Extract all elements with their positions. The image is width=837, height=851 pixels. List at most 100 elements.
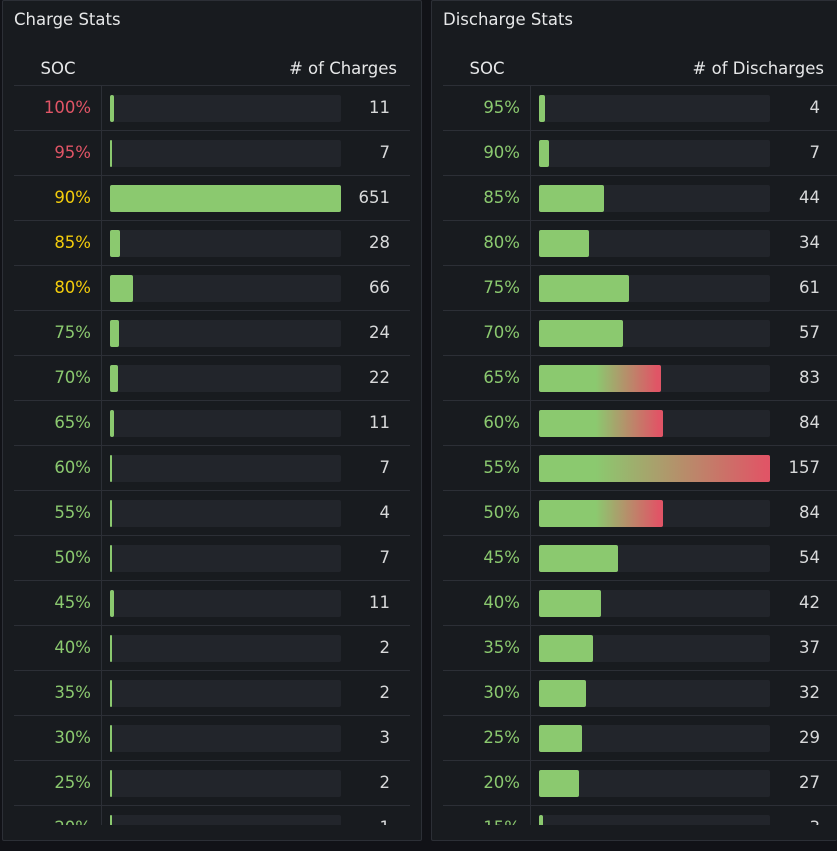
bar-gauge-fill [110, 545, 113, 572]
bar-gauge-track [110, 725, 341, 752]
bar-gauge-track [110, 680, 341, 707]
bar-gauge-fill [539, 770, 579, 797]
bar-gauge-track [110, 545, 341, 572]
table-row: 20% 1 [14, 806, 410, 825]
bar-gauge-fill [110, 185, 341, 212]
count-cell: 61 [799, 278, 820, 297]
soc-cell: 50% [443, 491, 531, 535]
bar-gauge-fill [110, 365, 118, 392]
table-row: 85% 28 [14, 221, 410, 266]
bar-gauge-track [110, 275, 341, 302]
count-cell: 54 [799, 548, 820, 567]
soc-cell: 70% [14, 356, 102, 400]
bar-gauge-fill [539, 590, 601, 617]
table-row: 45% 11 [14, 581, 410, 626]
count-cell: 34 [799, 233, 820, 252]
bar-gauge-fill [110, 635, 112, 662]
table-row: 35% 2 [14, 671, 410, 716]
bar-gauge-track [539, 590, 770, 617]
bar-gauge-fill [539, 680, 587, 707]
table-row: 40% 2 [14, 626, 410, 671]
bar-gauge-fill [539, 815, 544, 825]
bar-gauge-fill [539, 230, 590, 257]
table-row: 30% 3 [14, 716, 410, 761]
bar-gauge-track [539, 365, 770, 392]
bar-gauge-fill [539, 500, 663, 527]
count-cell: 4 [379, 503, 391, 522]
count-cell: 27 [799, 773, 820, 792]
bar-gauge-track [110, 455, 341, 482]
table-row: 80% 34 [443, 221, 837, 266]
bar-gauge-fill [110, 815, 112, 825]
panel-title[interactable]: Charge Stats [14, 10, 121, 29]
charge-stats-panel: Charge Stats SOC # of Charges 100% 11 95% 7… [2, 0, 422, 841]
soc-cell: 60% [14, 446, 102, 490]
soc-cell: 80% [443, 221, 531, 265]
table-row: 35% 37 [443, 626, 837, 671]
table-header: SOC # of Discharges [443, 53, 837, 86]
table-row: 95% 4 [443, 86, 837, 131]
table-row: 85% 44 [443, 176, 837, 221]
column-header-soc[interactable]: SOC [469, 59, 505, 78]
soc-cell: 25% [14, 761, 102, 805]
bar-gauge-fill [110, 410, 114, 437]
column-header-discharges[interactable]: # of Discharges [692, 59, 824, 78]
panel-title[interactable]: Discharge Stats [443, 10, 574, 29]
bar-gauge-track [539, 140, 770, 167]
count-cell: 22 [369, 368, 390, 387]
bar-gauge-track [110, 230, 341, 257]
table-body: 100% 11 95% 7 90% 651 85% 28 80% 66 75% 24 70% 22 65% 1… [14, 86, 410, 825]
count-cell: 24 [369, 323, 390, 342]
table-row: 50% 84 [443, 491, 837, 536]
soc-cell: 70% [443, 311, 531, 355]
count-cell: 157 [788, 458, 821, 477]
table-row: 25% 29 [443, 716, 837, 761]
bar-gauge-track [539, 275, 770, 302]
soc-cell: 20% [14, 806, 102, 825]
table-row: 30% 32 [443, 671, 837, 716]
bar-gauge-track [110, 365, 341, 392]
count-cell: 11 [369, 593, 390, 612]
count-cell: 3 [379, 728, 391, 747]
soc-cell: 95% [443, 86, 531, 130]
bar-gauge-fill [539, 635, 594, 662]
table-row: 90% 7 [443, 131, 837, 176]
column-header-charges[interactable]: # of Charges [288, 59, 397, 78]
count-cell: 3 [810, 806, 821, 825]
soc-cell: 40% [14, 626, 102, 670]
soc-cell: 75% [14, 311, 102, 355]
soc-cell: 60% [443, 401, 531, 445]
table-row: 75% 61 [443, 266, 837, 311]
soc-cell: 35% [443, 626, 531, 670]
count-cell: 7 [379, 458, 391, 477]
table-body: 95% 4 90% 7 85% 44 80% 34 75% 61 70% 57 65% 83 60% 84 55… [443, 86, 837, 825]
count-cell: 11 [369, 98, 390, 117]
count-cell: 7 [379, 548, 391, 567]
table-row: 90% 651 [14, 176, 410, 221]
soc-cell: 55% [14, 491, 102, 535]
bar-gauge-track [110, 185, 341, 212]
soc-cell: 90% [14, 176, 102, 220]
count-cell: 84 [799, 413, 820, 432]
table-row: 80% 66 [14, 266, 410, 311]
count-cell: 29 [799, 728, 820, 747]
bar-gauge-fill [539, 95, 545, 122]
count-cell: 7 [379, 143, 391, 162]
bar-gauge-fill [110, 140, 113, 167]
soc-cell: 45% [443, 536, 531, 580]
bar-gauge-fill [539, 140, 550, 167]
bar-gauge-track [110, 590, 341, 617]
column-header-soc[interactable]: SOC [40, 59, 76, 78]
soc-cell: 65% [14, 401, 102, 445]
bar-gauge-fill [539, 455, 770, 482]
discharge-stats-panel: Discharge Stats SOC # of Discharges 95% 4… [431, 0, 837, 841]
soc-cell: 35% [14, 671, 102, 715]
soc-cell: 65% [443, 356, 531, 400]
soc-cell: 30% [14, 716, 102, 760]
bar-gauge-track [539, 320, 770, 347]
table-row: 25% 2 [14, 761, 410, 806]
bar-gauge-track [539, 770, 770, 797]
bar-gauge-track [110, 500, 341, 527]
bar-gauge-track [539, 635, 770, 662]
bar-gauge-track [539, 725, 770, 752]
